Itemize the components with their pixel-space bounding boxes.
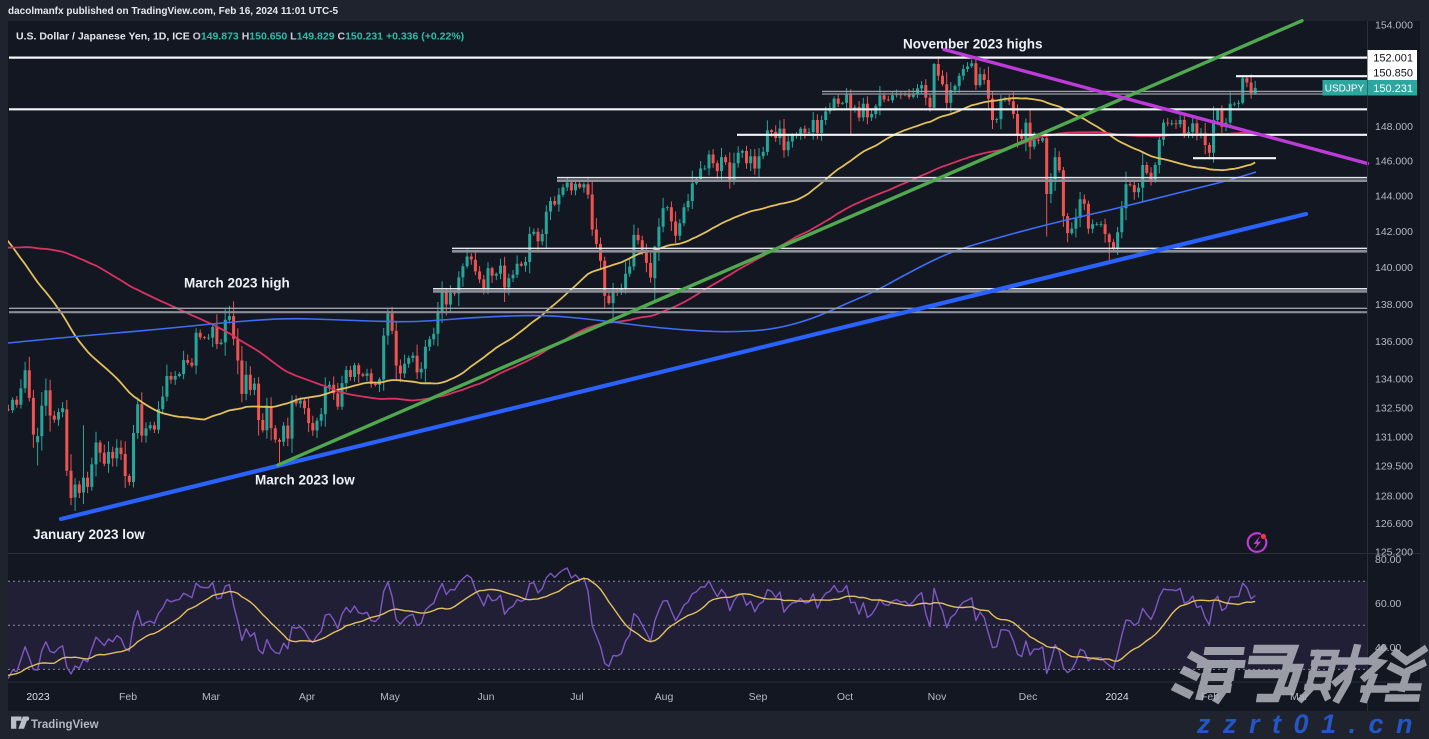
svg-text:March 2023 high: March 2023 high <box>184 276 290 291</box>
svg-text:2023: 2023 <box>26 691 50 703</box>
svg-text:Oct: Oct <box>837 691 853 703</box>
svg-text:60.00: 60.00 <box>1375 598 1401 610</box>
svg-text:Dec: Dec <box>1019 691 1038 703</box>
svg-text:Nov: Nov <box>928 691 947 703</box>
svg-text:154.000: 154.000 <box>1375 20 1413 32</box>
svg-text:May: May <box>380 691 401 703</box>
svg-text:Apr: Apr <box>299 691 316 703</box>
svg-text:144.000: 144.000 <box>1375 191 1413 203</box>
svg-text:Jul: Jul <box>570 691 583 703</box>
svg-text:150.231: 150.231 <box>1373 83 1413 95</box>
svg-text:March 2023 low: March 2023 low <box>255 473 355 488</box>
svg-text:132.500: 132.500 <box>1375 402 1413 414</box>
svg-text:125.200: 125.200 <box>1375 547 1413 559</box>
svg-text:TradingView: TradingView <box>31 719 99 731</box>
svg-text:Feb: Feb <box>119 691 137 703</box>
svg-text:126.600: 126.600 <box>1375 518 1413 530</box>
svg-text:129.500: 129.500 <box>1375 461 1413 473</box>
svg-text:128.000: 128.000 <box>1375 490 1413 502</box>
svg-text:142.000: 142.000 <box>1375 226 1413 238</box>
svg-text:152.001: 152.001 <box>1373 53 1413 65</box>
svg-text:USDJPY: USDJPY <box>1325 84 1365 95</box>
svg-text:131.000: 131.000 <box>1375 431 1413 443</box>
svg-text:148.000: 148.000 <box>1375 121 1413 133</box>
svg-text:136.000: 136.000 <box>1375 336 1413 348</box>
svg-text:Jun: Jun <box>478 691 495 703</box>
svg-text:January 2023 low: January 2023 low <box>33 527 145 542</box>
svg-text:80.00: 80.00 <box>1375 554 1401 566</box>
svg-text:Aug: Aug <box>655 691 674 703</box>
svg-text:U.S. Dollar / Japanese Yen, 1D: U.S. Dollar / Japanese Yen, 1D, ICE O149… <box>16 31 464 43</box>
svg-text:146.000: 146.000 <box>1375 155 1413 167</box>
svg-text:Mar: Mar <box>202 691 221 703</box>
svg-text:dacolmanfx published on Tradin: dacolmanfx published on TradingView.com,… <box>8 6 339 17</box>
svg-text:zzrt01.cn: zzrt01.cn <box>1196 709 1425 739</box>
svg-text:138.000: 138.000 <box>1375 299 1413 311</box>
svg-text:134.000: 134.000 <box>1375 374 1413 386</box>
svg-text:150.850: 150.850 <box>1373 68 1413 80</box>
svg-text:Sep: Sep <box>749 691 768 703</box>
svg-text:2024: 2024 <box>1105 691 1129 703</box>
svg-text:140.000: 140.000 <box>1375 262 1413 274</box>
svg-text:November 2023 highs: November 2023 highs <box>903 37 1043 52</box>
